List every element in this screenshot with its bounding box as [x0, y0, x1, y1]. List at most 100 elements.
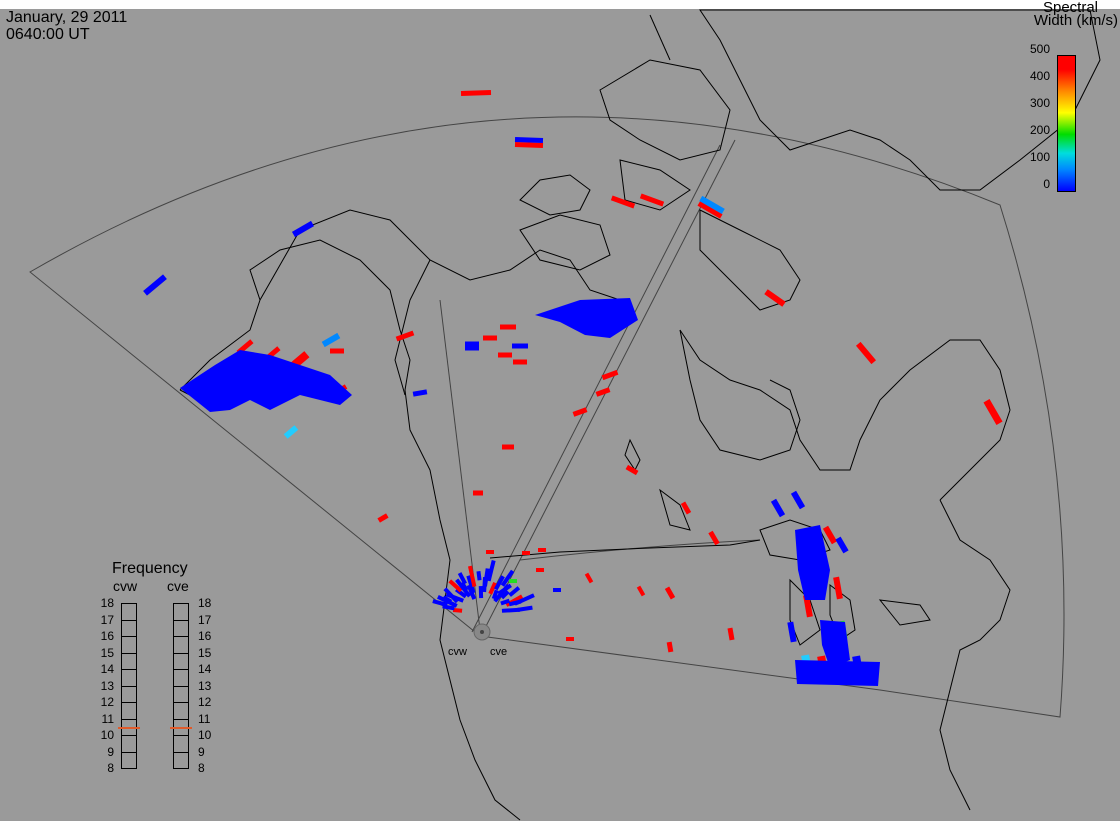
echo-cell [497, 583, 512, 596]
echo-cell [855, 341, 877, 365]
echo-cell [625, 464, 639, 476]
echo-cell [483, 568, 490, 587]
echo-cell [835, 536, 849, 554]
echo-cell [483, 335, 497, 341]
echo-cell [538, 548, 546, 552]
frequency-cell [121, 702, 137, 720]
echo-cell [680, 501, 692, 515]
echo-cell [790, 490, 806, 510]
echo-cell [595, 387, 611, 397]
echo-cell [770, 498, 786, 518]
colorbar-title-line1: Spectral [1042, 0, 1098, 16]
frequency-tick-right: 9 [198, 744, 205, 759]
echo-cell [460, 581, 469, 592]
frequency-tick-right: 16 [198, 629, 212, 643]
echo-region [180, 350, 352, 412]
echo-cell [764, 289, 786, 307]
frequency-title: Frequency [112, 560, 188, 577]
echo-cell [513, 359, 527, 365]
echo-cell [478, 585, 484, 599]
echo-cell [666, 641, 674, 653]
echo-cell [377, 513, 389, 523]
frequency-tick-right: 18 [198, 596, 212, 610]
site-marker [480, 630, 484, 634]
echo-cell [566, 637, 574, 641]
frequency-cell [173, 603, 189, 621]
echo-cell [466, 575, 476, 594]
echo-cell [787, 621, 797, 643]
echo-cell [509, 579, 517, 583]
echo-cell [584, 572, 594, 584]
echo-cell [639, 193, 665, 207]
echo-cell [494, 575, 505, 591]
frequency-tick-left: 8 [107, 761, 114, 775]
frequency-cell [121, 636, 137, 654]
frequency-cell [173, 702, 189, 720]
site-label-cve: cve [490, 646, 508, 658]
colorbar-tick: 0 [1043, 177, 1050, 191]
echo-cell [442, 595, 453, 604]
frequency-tick-left: 10 [100, 728, 114, 742]
frequency-tick-left: 11 [101, 711, 114, 726]
echo-cell [395, 330, 415, 342]
radar-name-cve: cve [167, 578, 189, 594]
echo-cell [473, 490, 483, 496]
echo-cell [699, 195, 725, 215]
frequency-tick-right: 15 [198, 645, 212, 660]
echo-cell [321, 332, 341, 348]
echo-cell [514, 137, 544, 143]
echo-cell [514, 142, 544, 148]
echo-cell [517, 605, 533, 612]
echo-cell [636, 585, 646, 597]
echo-cell [572, 407, 588, 417]
colorbar-tick: 500 [1029, 42, 1050, 56]
colorbar-tick: 300 [1029, 96, 1050, 110]
frequency-cell [121, 751, 137, 769]
echo-cell [822, 525, 838, 545]
echo-cell [498, 352, 512, 358]
frequency-tick-right: 8 [198, 761, 205, 775]
frequency-cell [121, 735, 137, 753]
echo-cell [443, 587, 459, 604]
date-label: January, 29 2011 [6, 9, 128, 26]
echo-region [535, 298, 638, 338]
frequency-tick-left: 18 [100, 596, 114, 610]
frequency-marker-cve [170, 726, 192, 729]
frequency-tick-left: 9 [107, 744, 114, 759]
echo-cell [500, 590, 510, 600]
echo-cell [610, 195, 636, 209]
fov-outline [29, 116, 1065, 718]
echo-cell [491, 589, 499, 600]
frequency-cell [121, 603, 137, 621]
echo-cell [412, 389, 428, 397]
echo-cell [502, 444, 514, 450]
echo-cell [508, 586, 521, 597]
frequency-cell [121, 652, 137, 670]
frequency-tick-left: 14 [100, 662, 114, 676]
echo-cell [601, 369, 619, 381]
frequency-tick-left: 12 [100, 695, 114, 709]
frequency-marker-cvw [118, 726, 140, 729]
frequency-cell [173, 735, 189, 753]
echo-cell [500, 569, 515, 587]
echo-cell [460, 89, 492, 97]
echo-cell [465, 341, 479, 351]
echo-cell [330, 348, 344, 354]
echo-cell [553, 588, 561, 592]
echo-cell [803, 594, 813, 618]
frequency-tick-left: 16 [100, 629, 114, 643]
frequency-tick-left: 15 [100, 645, 114, 660]
frequency-cell [121, 669, 137, 687]
echo-cell [476, 571, 482, 581]
echo-cell [708, 530, 720, 546]
time-label: 0640:00 UT [6, 26, 90, 43]
echo-cell [488, 581, 497, 595]
frequency-cell [173, 652, 189, 670]
top-strip [0, 0, 1120, 9]
echo-cell [283, 425, 299, 439]
echo-cell [500, 598, 511, 606]
echo-cell [452, 608, 463, 613]
echo-cell [536, 568, 544, 572]
colorbar-title-line2: Width (km/s) [1033, 12, 1118, 29]
